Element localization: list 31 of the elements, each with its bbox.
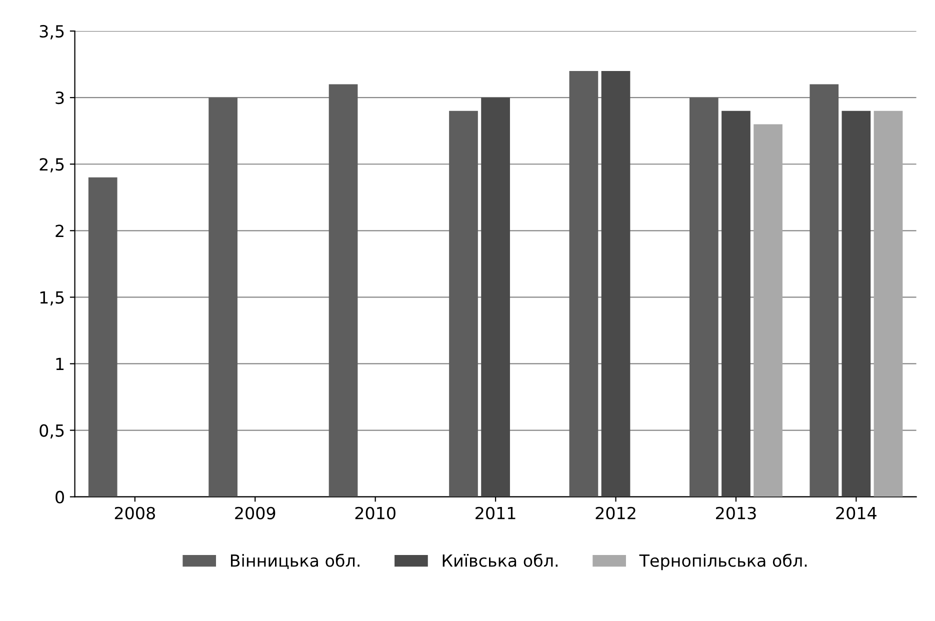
bar: [88, 177, 118, 497]
y-tick-label: 1: [56, 358, 64, 370]
bar: [810, 84, 839, 497]
bar: [449, 110, 478, 497]
x-tick-label: 2013: [716, 506, 756, 520]
x-tick-label: 2014: [836, 506, 876, 520]
bar: [569, 70, 598, 497]
x-tick-label: 2011: [476, 506, 516, 520]
bar: [689, 98, 718, 497]
y-tick-label: 2,5: [40, 158, 64, 172]
x-tick-label: 2012: [596, 506, 636, 520]
bar: [481, 98, 510, 497]
legend-label: Київська обл.: [442, 554, 558, 567]
x-tick-label: 2008: [114, 506, 155, 520]
bar: [842, 110, 871, 497]
y-tick-label: 0,5: [40, 424, 64, 439]
bar: [328, 84, 358, 497]
x-tick-label: 2009: [235, 506, 276, 520]
bar: [874, 110, 903, 497]
y-tick-label: 1,5: [40, 291, 64, 306]
bar: [601, 70, 630, 497]
x-tick-label: 2010: [355, 506, 396, 520]
bar: [722, 110, 750, 497]
y-tick-label: 3: [56, 92, 64, 104]
y-tick-label: 0: [56, 490, 64, 504]
y-tick-label: 3,5: [40, 25, 64, 40]
legend-label: Тернопільська обл.: [639, 554, 807, 570]
legend-label: Вінницька обл.: [230, 554, 360, 569]
bar: [208, 98, 238, 497]
bar: [754, 124, 782, 497]
y-tick-label: 2: [56, 224, 64, 237]
